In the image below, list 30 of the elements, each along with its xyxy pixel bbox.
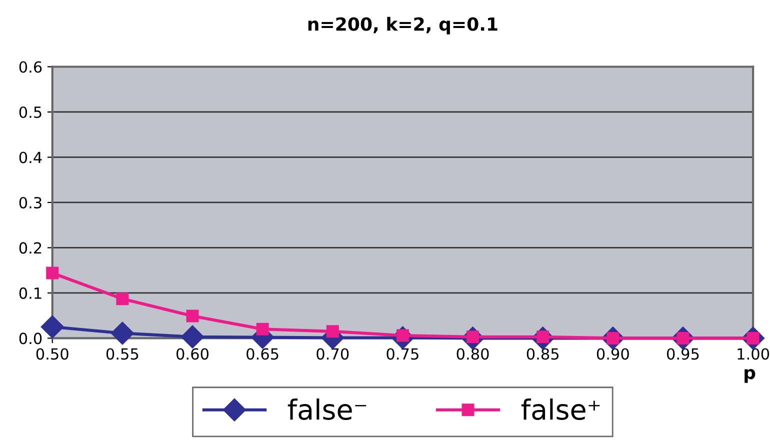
x-tick-label: 0.90 <box>596 348 629 360</box>
point <box>40 315 64 338</box>
x-tick-label: 0.70 <box>316 348 349 360</box>
y-tick-label: 0.6 <box>19 61 42 73</box>
point <box>46 266 59 280</box>
x-tick-label: 1.00 <box>738 348 770 360</box>
y-tick-label: 0.1 <box>19 287 42 299</box>
x-tick-label: 0.95 <box>666 348 699 360</box>
y-tick-label: 0.2 <box>19 242 42 254</box>
point <box>186 310 199 322</box>
x-axis-title: p <box>744 368 756 383</box>
x-tick-label: 0.60 <box>176 348 208 360</box>
legend-label: false⁺ <box>521 398 600 420</box>
point <box>256 322 269 336</box>
chart-title: n=200, k=2, q=0.1 <box>308 16 498 34</box>
point <box>110 322 134 345</box>
x-tick-label: 0.65 <box>246 348 278 360</box>
y-tick-label: 0.4 <box>19 152 42 164</box>
x-tick-label: 0.55 <box>106 348 138 360</box>
legend-label: false⁻ <box>288 398 366 420</box>
point <box>181 325 204 348</box>
x-tick-label: 0.50 <box>36 348 68 360</box>
y-tick-label: 0.3 <box>19 196 42 208</box>
point <box>326 325 339 338</box>
x-tick-label: 0.75 <box>386 348 418 360</box>
point <box>116 292 129 306</box>
y-tick-label: 0.0 <box>19 332 42 344</box>
x-tick-label: 0.80 <box>456 348 489 360</box>
y-tick-label: 0.5 <box>19 106 42 118</box>
x-tick-label: 0.85 <box>526 348 559 360</box>
